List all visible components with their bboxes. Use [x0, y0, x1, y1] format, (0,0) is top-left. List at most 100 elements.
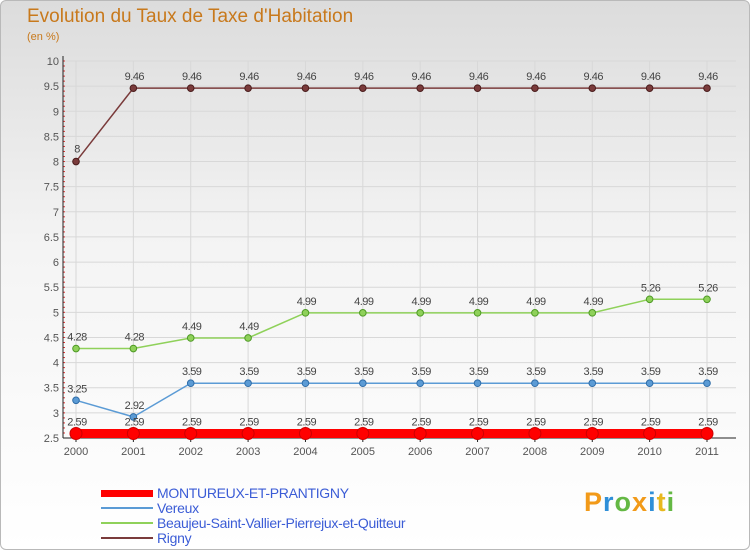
data-point [473, 84, 482, 92]
data-label: 3.59 [297, 366, 317, 378]
data-point [359, 309, 367, 317]
data-point [588, 84, 597, 92]
data-label: 8 [74, 144, 80, 156]
data-point [301, 379, 310, 388]
y-tick-label: 10 [47, 56, 59, 68]
data-point [129, 84, 138, 92]
x-tick-label: 2007 [465, 446, 489, 458]
data-label: 2.59 [698, 416, 718, 428]
data-label: 3.59 [641, 366, 661, 378]
data-point [186, 334, 195, 342]
y-tick-label: 6 [53, 257, 59, 269]
data-label: 5.26 [698, 282, 718, 294]
data-point [643, 426, 657, 440]
x-tick-label: 2004 [293, 446, 317, 458]
data-label: 3.59 [182, 366, 202, 378]
legend-swatch [101, 507, 153, 509]
data-label: 4.49 [182, 321, 202, 333]
data-point [129, 344, 138, 353]
data-label: 2.59 [526, 416, 546, 428]
data-label: 9.46 [526, 71, 546, 83]
data-point [69, 426, 83, 440]
legend-label: MONTUREUX-ET-PRANTIGNY [157, 485, 349, 501]
data-point [416, 84, 424, 92]
data-label: 4.99 [297, 296, 317, 308]
data-label: 9.46 [641, 71, 661, 83]
data-point [129, 413, 138, 421]
data-point [72, 157, 80, 166]
data-point [471, 426, 485, 440]
data-label: 2.59 [584, 416, 604, 428]
y-tick-label: 4 [53, 358, 59, 370]
data-label: 3.59 [698, 366, 718, 378]
x-tick-label: 2008 [523, 446, 547, 458]
legend-swatch [101, 489, 153, 497]
data-label: 4.28 [67, 332, 87, 344]
data-point [244, 84, 252, 92]
data-label: 4.99 [584, 296, 604, 308]
data-point [359, 379, 367, 388]
data-label: 9.46 [182, 71, 202, 83]
data-point [359, 84, 367, 92]
data-label: 9.46 [698, 71, 718, 83]
x-tick-label: 2005 [351, 446, 375, 458]
data-point [645, 379, 654, 388]
data-point [588, 309, 597, 317]
data-point [413, 426, 427, 440]
y-tick-label: 7.5 [44, 182, 59, 194]
data-point [186, 84, 195, 92]
data-label: 2.59 [182, 416, 202, 428]
x-tick-label: 2009 [580, 446, 604, 458]
data-point [588, 379, 597, 388]
data-label: 4.99 [469, 296, 489, 308]
data-label: 2.59 [641, 416, 661, 428]
data-label: 2.59 [239, 416, 259, 428]
data-point [645, 84, 654, 92]
data-point [301, 84, 310, 92]
data-label: 3.59 [469, 366, 489, 378]
data-label: 2.59 [469, 416, 489, 428]
data-label: 9.46 [125, 71, 145, 83]
data-point [531, 309, 539, 317]
y-tick-label: 3 [53, 408, 59, 420]
data-label: 3.59 [526, 366, 546, 378]
data-point [244, 379, 252, 388]
legend-label: Vereux [157, 500, 199, 516]
legend-swatch [101, 522, 153, 524]
data-label: 2.59 [297, 416, 317, 428]
data-point [184, 426, 198, 440]
x-tick-label: 2000 [64, 446, 88, 458]
data-point [700, 426, 714, 440]
data-point [298, 426, 312, 440]
x-tick-label: 2010 [637, 446, 661, 458]
legend-swatch [101, 537, 153, 539]
data-label: 4.99 [411, 296, 431, 308]
x-tick-label: 2011 [695, 446, 719, 458]
data-point [703, 84, 711, 92]
data-label: 9.46 [411, 71, 431, 83]
proxiti-logo: Proxiti [584, 487, 676, 517]
data-point [186, 379, 195, 388]
y-tick-label: 2.5 [44, 433, 59, 445]
data-label: 2.59 [411, 416, 431, 428]
data-point [126, 426, 140, 440]
x-tick-label: 2001 [121, 446, 145, 458]
data-label: 3.59 [239, 366, 259, 378]
x-tick-label: 2003 [236, 446, 260, 458]
data-point [531, 84, 539, 92]
y-tick-label: 8.5 [44, 131, 59, 143]
data-label: 2.92 [125, 400, 145, 412]
data-label: 9.46 [469, 71, 489, 83]
data-point [703, 295, 711, 304]
data-label: 2.59 [67, 416, 87, 428]
series-line-Rigny [75, 87, 707, 162]
data-label: 4.49 [239, 321, 259, 333]
data-point [473, 379, 482, 388]
data-point [703, 379, 711, 388]
data-label: 5.26 [641, 282, 661, 294]
x-tick-label: 2002 [178, 446, 202, 458]
data-point [473, 309, 482, 317]
series-line-Vereux [75, 382, 707, 418]
data-point [72, 396, 80, 405]
